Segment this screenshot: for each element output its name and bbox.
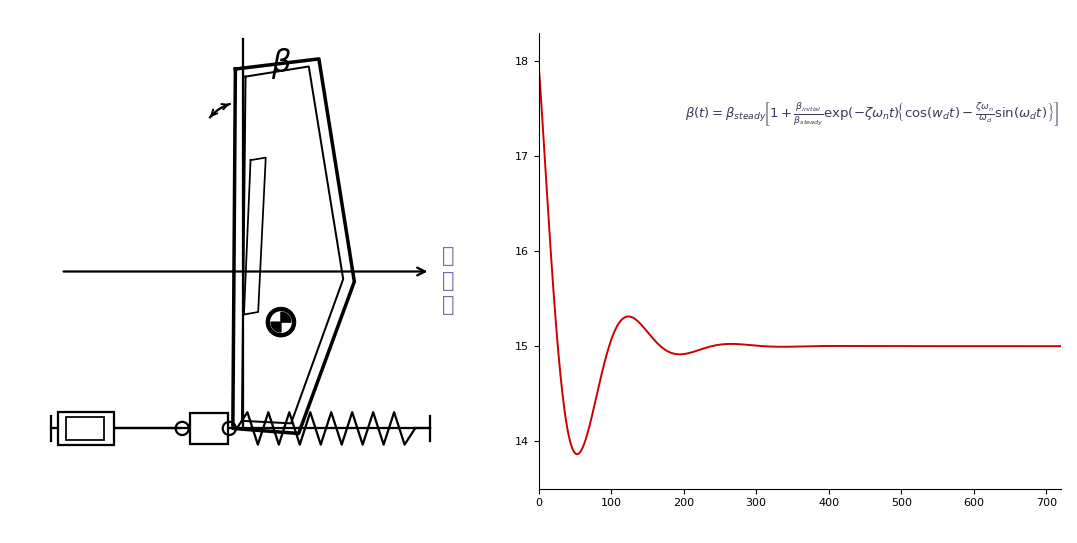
- Polygon shape: [271, 322, 281, 332]
- Text: $\beta(t) = \beta_{steady}\!\left[1+\frac{\beta_{initial}}{\beta_{steady}}\exp(-: $\beta(t) = \beta_{steady}\!\left[1+\fra…: [685, 101, 1059, 129]
- Bar: [58, 412, 114, 445]
- Text: 각: 각: [442, 295, 454, 315]
- Circle shape: [267, 308, 295, 336]
- Text: $\beta$: $\beta$: [270, 47, 291, 81]
- Text: 사: 사: [442, 247, 454, 266]
- Bar: [190, 413, 228, 444]
- Circle shape: [270, 312, 291, 332]
- Polygon shape: [281, 312, 291, 322]
- Bar: [66, 417, 103, 439]
- Text: 판: 판: [442, 270, 454, 291]
